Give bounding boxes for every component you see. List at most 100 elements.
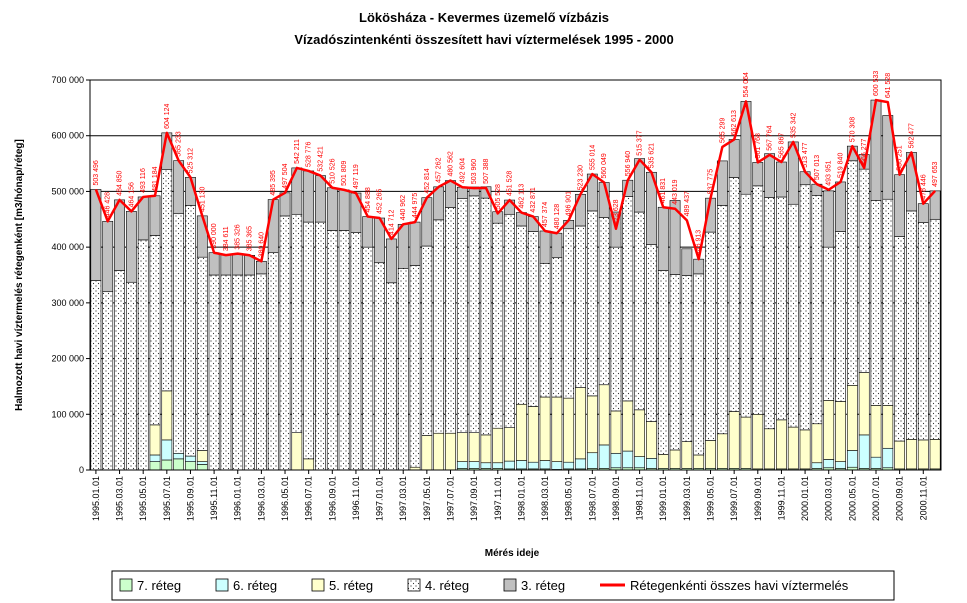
data-label: 510 526	[329, 158, 336, 183]
x-tick-label: 1999.11.01	[776, 476, 786, 520]
bar-segment	[657, 454, 669, 469]
bar-segment	[196, 450, 208, 462]
data-label: 562 477	[908, 123, 915, 148]
bar-segment	[326, 187, 338, 231]
bar-segment	[622, 450, 634, 469]
x-axis-title: Mérés ideje	[485, 548, 540, 559]
bar-segment	[267, 252, 279, 471]
bar-segment	[504, 213, 515, 428]
data-label: 666 277	[861, 138, 868, 163]
bar-segment	[456, 461, 468, 469]
data-label: 537 775	[708, 169, 715, 194]
bar-segment	[598, 384, 610, 446]
bar-segment	[326, 230, 338, 471]
bar-segment	[208, 252, 220, 276]
bar-segment	[456, 432, 468, 462]
data-label: 446 913	[696, 230, 703, 255]
bar-segment	[315, 175, 326, 223]
bar-segment	[823, 190, 835, 248]
bar-segment	[634, 211, 645, 411]
bar-segment	[397, 224, 409, 269]
bar-segment	[480, 434, 492, 464]
data-label: 523 230	[578, 165, 585, 190]
chart-subtitle: Vízadószintenkénti összesített havi vízt…	[294, 32, 673, 47]
bar-segment	[338, 189, 350, 231]
data-label: 662 613	[731, 110, 738, 135]
data-label: 542 211	[294, 139, 301, 164]
bar-segment	[303, 170, 315, 223]
bar-segment	[752, 185, 764, 415]
bar-segment	[90, 280, 102, 471]
x-tick-label: 1995.09.01	[185, 476, 195, 521]
bar-segment	[917, 203, 929, 223]
data-label: 380 640	[258, 232, 265, 257]
bar-segment	[315, 221, 326, 471]
data-label: 519 840	[838, 153, 845, 178]
bar-segment	[137, 239, 149, 471]
bar-segment	[161, 439, 173, 461]
bar-segment	[776, 419, 787, 470]
bar-segment	[846, 450, 858, 468]
data-label: 485 395	[270, 170, 277, 195]
bar-segment	[279, 215, 291, 471]
bar-segment	[173, 160, 185, 215]
legend: 7. réteg 6. réteg 5. réteg 4. réteg 3. réteg…	[111, 570, 895, 601]
bar-segment	[586, 210, 598, 397]
bar-segment	[894, 236, 906, 442]
legend-swatch	[503, 578, 517, 592]
x-tick-label: 1997.11.01	[493, 476, 503, 520]
bar-segment	[575, 193, 586, 227]
bar-segment	[173, 452, 185, 460]
x-tick-label: 1996.03.01	[256, 476, 266, 521]
bar-segment	[610, 410, 622, 454]
data-label: 496 901	[566, 191, 573, 216]
bar-segment	[563, 397, 575, 463]
bar-segment	[255, 273, 267, 471]
legend-label: 7. réteg	[137, 578, 181, 593]
data-label: 561 768	[755, 133, 762, 158]
bar-segment	[858, 168, 870, 373]
x-tick-label: 1996.11.01	[351, 476, 361, 520]
bar-segment	[445, 180, 456, 208]
data-label: 385 365	[247, 226, 254, 251]
bar-segment	[716, 205, 728, 435]
chart-title: Lökösháza - Kevermes üzemelő vízbázis	[359, 10, 609, 25]
data-label: 600 533	[873, 71, 880, 96]
bar-segment	[586, 452, 598, 469]
bar-segment	[622, 400, 634, 452]
data-label: 480 562	[447, 151, 454, 176]
x-tick-label: 2000.09.01	[895, 476, 905, 521]
data-label: 440 962	[400, 195, 407, 220]
data-label: 505 528	[495, 184, 502, 209]
x-tick-label: 2000.07.01	[871, 476, 881, 521]
bar-segment	[492, 222, 504, 429]
bar-segment	[539, 396, 551, 461]
x-tick-label: 1997.05.01	[422, 476, 432, 521]
data-label: 457 374	[542, 202, 549, 227]
bar-segment	[208, 274, 220, 471]
bar-segment	[362, 246, 374, 471]
bar-segment	[823, 459, 835, 469]
y-tick-label: 100 000	[51, 409, 84, 419]
bar-segment	[551, 232, 563, 259]
data-label: 443 019	[672, 179, 679, 204]
bar-segment	[681, 441, 693, 469]
bar-segment	[575, 458, 586, 470]
bar-segment	[539, 262, 551, 398]
x-tick-label: 1999.01.01	[658, 476, 668, 521]
data-label: 444 975	[412, 193, 419, 218]
bar-segment	[811, 423, 823, 464]
legend-label: 5. réteg	[329, 578, 373, 593]
data-label: 385 326	[235, 224, 242, 249]
data-label: 554 064	[743, 72, 750, 97]
legend-label: 3. réteg	[521, 578, 565, 593]
bar-segment	[125, 281, 137, 471]
data-label: 451 528	[507, 171, 514, 196]
bar-segment	[870, 200, 882, 406]
bar-segment	[232, 253, 244, 276]
bar-segment	[764, 153, 776, 198]
x-tick-label: 1997.03.01	[398, 476, 408, 521]
data-label: 565 299	[719, 118, 726, 143]
bar-segment	[563, 461, 575, 470]
